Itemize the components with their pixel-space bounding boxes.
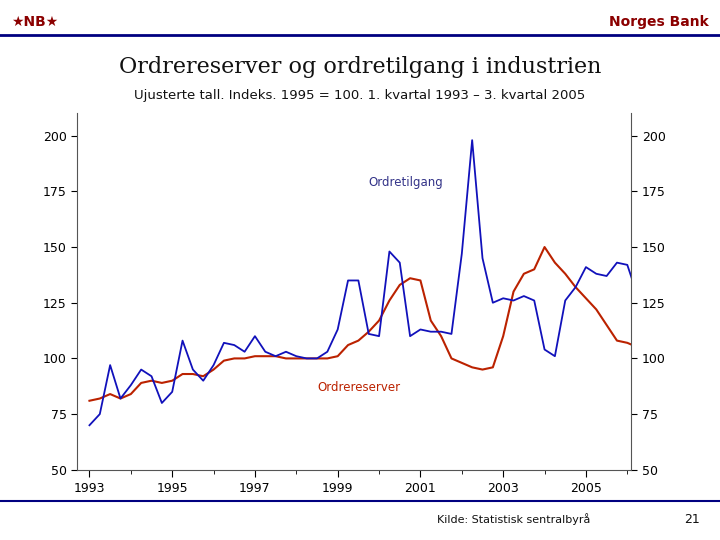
Text: Norges Bank: Norges Bank xyxy=(609,15,709,29)
Text: Ujusterte tall. Indeks. 1995 = 100. 1. kvartal 1993 – 3. kvartal 2005: Ujusterte tall. Indeks. 1995 = 100. 1. k… xyxy=(135,89,585,102)
Text: Ordrereserver: Ordrereserver xyxy=(317,381,400,394)
Text: Ordrereserver og ordretilgang i industrien: Ordrereserver og ordretilgang i industri… xyxy=(119,57,601,78)
Text: Kilde: Statistisk sentralbyrå: Kilde: Statistisk sentralbyrå xyxy=(437,514,590,525)
Text: 21: 21 xyxy=(684,513,700,526)
Text: Ordretilgang: Ordretilgang xyxy=(369,176,444,189)
Text: ★NB★: ★NB★ xyxy=(11,15,58,29)
